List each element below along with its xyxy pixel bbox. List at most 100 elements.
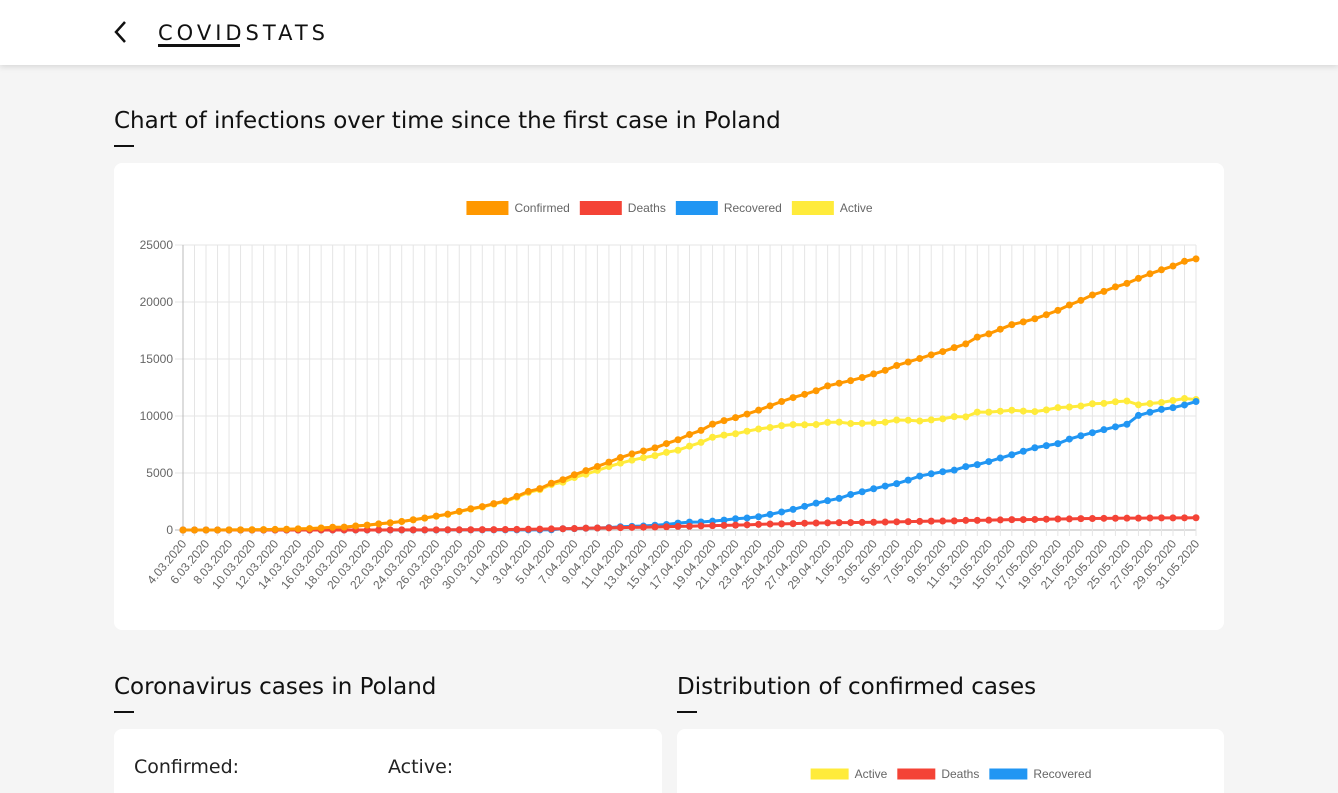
data-point xyxy=(697,522,705,530)
data-point xyxy=(847,519,855,527)
data-point xyxy=(881,418,889,426)
data-point xyxy=(801,519,809,527)
data-point xyxy=(916,417,924,425)
data-point xyxy=(1054,440,1062,448)
data-point xyxy=(939,348,947,356)
data-point xyxy=(628,456,636,464)
data-point xyxy=(1169,514,1177,522)
data-point xyxy=(789,394,797,402)
brand-title[interactable]: COVIDSTATS xyxy=(158,21,329,45)
title-dash xyxy=(677,711,697,713)
data-point xyxy=(893,416,901,424)
data-point xyxy=(985,408,993,416)
data-point xyxy=(904,476,912,484)
data-point xyxy=(570,525,578,533)
data-point xyxy=(939,468,947,476)
data-point xyxy=(870,518,878,526)
data-point xyxy=(778,397,786,405)
data-point xyxy=(732,414,740,422)
data-point xyxy=(317,524,325,532)
legend-label: Recovered xyxy=(1033,767,1091,781)
data-point xyxy=(1100,426,1108,434)
legend-label: Deaths xyxy=(628,201,666,215)
data-point xyxy=(732,430,740,438)
data-point xyxy=(478,503,486,511)
back-button[interactable] xyxy=(114,21,126,43)
data-point xyxy=(1008,516,1016,524)
data-point xyxy=(720,417,728,425)
data-point xyxy=(582,524,590,532)
data-point xyxy=(375,520,383,528)
data-point xyxy=(950,466,958,474)
data-point xyxy=(386,526,394,534)
data-point xyxy=(1088,400,1096,408)
data-point xyxy=(812,519,820,527)
legend-swatch xyxy=(579,201,622,215)
data-point xyxy=(513,492,521,500)
legend-label: Recovered xyxy=(724,201,782,215)
data-point xyxy=(409,526,417,534)
data-point xyxy=(801,390,809,398)
data-point xyxy=(1088,429,1096,437)
section-title: Distribution of confirmed cases xyxy=(677,674,1036,700)
data-point xyxy=(1134,274,1142,282)
data-point xyxy=(847,490,855,498)
data-point xyxy=(363,526,371,534)
data-point xyxy=(1065,435,1073,443)
data-point xyxy=(651,523,659,531)
legend-label: Deaths xyxy=(941,767,979,781)
data-point xyxy=(755,406,763,414)
data-point xyxy=(1065,515,1073,523)
brand-underline xyxy=(158,44,240,47)
data-point xyxy=(709,522,717,530)
data-point xyxy=(398,526,406,534)
data-point xyxy=(306,525,314,533)
data-point xyxy=(1169,262,1177,270)
data-point xyxy=(755,520,763,528)
data-point xyxy=(1008,321,1016,329)
data-point xyxy=(881,482,889,490)
y-tick-label: 0 xyxy=(166,523,173,537)
data-point xyxy=(789,505,797,513)
y-tick-label: 5000 xyxy=(146,466,173,480)
section-title: Coronavirus cases in Poland xyxy=(114,674,436,700)
data-point xyxy=(1146,408,1154,416)
data-point xyxy=(639,447,647,455)
data-point xyxy=(743,410,751,418)
data-point xyxy=(881,518,889,526)
data-point xyxy=(1065,403,1073,411)
data-point xyxy=(916,517,924,525)
data-point xyxy=(674,436,682,444)
data-point xyxy=(639,454,647,462)
data-point xyxy=(996,454,1004,462)
data-point xyxy=(904,416,912,424)
data-point xyxy=(950,413,958,421)
data-point xyxy=(835,494,843,502)
data-point xyxy=(651,444,659,452)
data-point xyxy=(674,446,682,454)
data-point xyxy=(973,408,981,416)
data-point xyxy=(294,525,302,533)
data-point xyxy=(616,454,624,462)
data-point xyxy=(824,418,832,426)
data-point xyxy=(927,351,935,359)
data-point xyxy=(812,421,820,429)
data-point xyxy=(916,354,924,362)
data-point xyxy=(847,420,855,428)
data-point xyxy=(1157,514,1165,522)
data-point xyxy=(1192,255,1200,263)
data-point xyxy=(1054,306,1062,314)
data-point xyxy=(697,426,705,434)
data-point xyxy=(593,524,601,532)
legend-swatch xyxy=(791,201,834,215)
data-point xyxy=(904,358,912,366)
data-point xyxy=(1111,423,1119,431)
data-point xyxy=(1123,514,1131,522)
data-point xyxy=(524,487,532,495)
data-point xyxy=(743,427,751,435)
data-point xyxy=(824,497,832,505)
data-point xyxy=(547,479,555,487)
data-point xyxy=(559,476,567,484)
data-point xyxy=(1088,291,1096,299)
